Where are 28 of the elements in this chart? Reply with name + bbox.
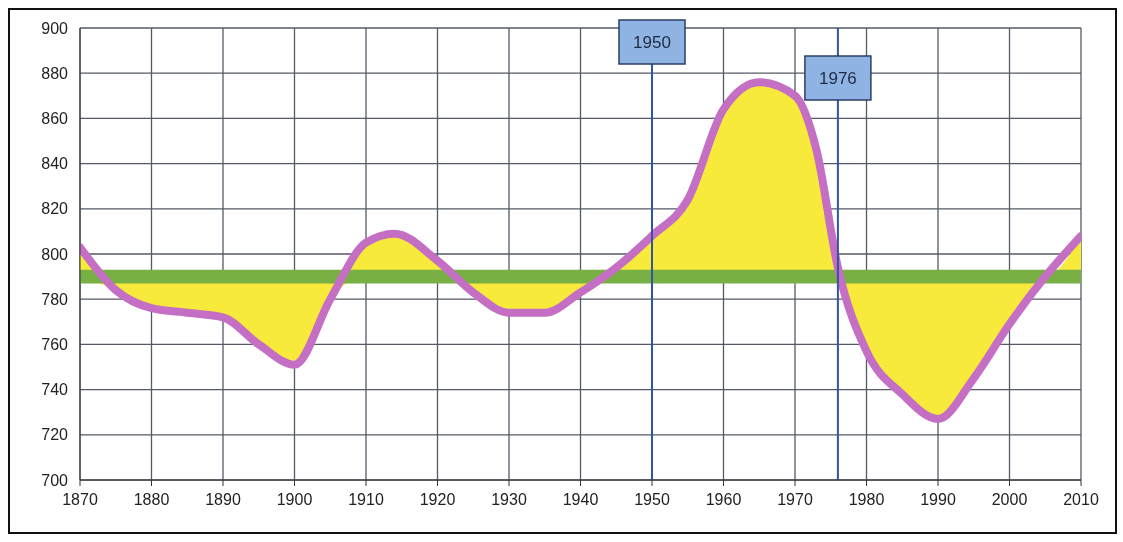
y-tick-label: 820 — [41, 200, 69, 218]
x-tick-label: 1910 — [348, 491, 384, 509]
y-tick-label: 780 — [41, 290, 69, 308]
x-tick-label: 2000 — [991, 491, 1028, 509]
y-tick-label: 700 — [41, 471, 69, 489]
x-tick-label: 1960 — [705, 491, 742, 509]
x-tick-label: 1900 — [276, 491, 313, 509]
x-tick-label: 1980 — [848, 491, 885, 509]
x-tick-label: 1890 — [205, 491, 241, 509]
x-tick-label: 1990 — [920, 491, 956, 509]
x-tick-label: 1970 — [777, 491, 813, 509]
x-tick-label: 1870 — [62, 491, 98, 509]
y-tick-label: 740 — [41, 381, 69, 399]
x-tick-label: 1940 — [562, 491, 599, 509]
y-tick-label: 720 — [41, 426, 69, 444]
y-tick-label: 900 — [41, 19, 69, 37]
y-tick-label: 880 — [41, 64, 69, 82]
y-tick-label: 800 — [41, 245, 69, 263]
x-tick-label: 1950 — [634, 491, 670, 509]
y-tick-label: 760 — [41, 336, 69, 354]
x-tick-label: 1920 — [419, 491, 456, 509]
y-tick-label: 840 — [41, 155, 69, 173]
x-tick-label: 2010 — [1063, 491, 1099, 509]
y-tick-label: 860 — [41, 110, 69, 128]
x-tick-label: 1880 — [133, 491, 170, 509]
ref-line-label: 1950 — [633, 33, 671, 52]
ref-line-label: 1976 — [818, 69, 857, 88]
x-tick-label: 1930 — [491, 491, 527, 509]
